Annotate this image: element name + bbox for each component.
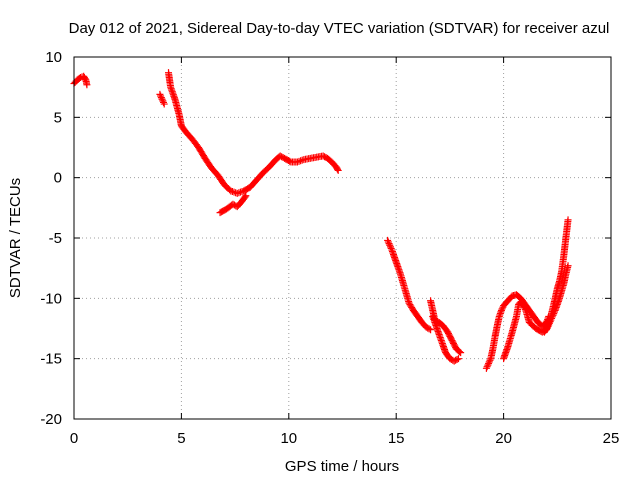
data-point <box>387 244 395 252</box>
data-point <box>293 158 301 166</box>
data-point <box>228 188 236 196</box>
data-point <box>456 348 464 356</box>
data-point <box>156 90 164 98</box>
data-point <box>160 100 168 108</box>
data-point <box>83 81 91 89</box>
x-tick-label: 25 <box>603 430 620 447</box>
y-tick-label: -15 <box>40 351 62 368</box>
x-axis-label: GPS time / hours <box>285 458 399 475</box>
data-point <box>295 157 303 165</box>
data-point <box>158 95 166 103</box>
grid-lines <box>74 57 611 419</box>
data-point <box>497 306 505 314</box>
axis-ticks <box>73 56 612 420</box>
y-tick-label: -5 <box>49 230 62 247</box>
data-point <box>425 325 433 333</box>
x-tick-label: 20 <box>495 430 512 447</box>
y-tick-label: -10 <box>40 290 62 307</box>
data-point <box>159 97 167 105</box>
data-point <box>564 216 572 224</box>
data-point <box>297 157 305 165</box>
data-point <box>233 189 241 197</box>
data-point <box>227 187 235 195</box>
x-tick-label: 10 <box>280 430 297 447</box>
data-point <box>486 356 494 364</box>
y-axis-label: SDTVAR / TECUs <box>7 178 24 298</box>
x-tick-label: 5 <box>177 430 185 447</box>
data-point <box>160 98 167 106</box>
data-point <box>386 241 394 249</box>
data-point <box>564 262 572 270</box>
data-point <box>157 94 165 102</box>
data-point <box>427 326 435 334</box>
data-point <box>483 363 491 371</box>
data-point <box>457 349 465 357</box>
data-point <box>230 188 238 196</box>
data-points <box>70 69 572 372</box>
data-point <box>485 359 493 367</box>
data-point <box>157 92 165 100</box>
data-point <box>384 238 392 246</box>
data-point <box>482 364 490 372</box>
data-point <box>384 236 392 244</box>
tick-labels: 0 5 10 15 20 25 -20 -15 -10 -5 0 5 10 <box>40 49 619 447</box>
data-point <box>333 165 341 173</box>
x-tick-label: 15 <box>388 430 405 447</box>
chart-title: Day 012 of 2021, Sidereal Day-to-day VTE… <box>69 20 610 37</box>
y-tick-label: 10 <box>45 49 62 66</box>
data-point <box>236 188 244 196</box>
data-point <box>235 189 243 197</box>
data-point <box>498 305 506 313</box>
y-tick-label: -20 <box>40 411 62 428</box>
data-point <box>242 192 250 200</box>
y-tick-label: 5 <box>54 109 62 126</box>
x-tick-label: 0 <box>70 430 78 447</box>
data-point <box>334 166 342 174</box>
data-point <box>454 355 462 363</box>
data-point <box>385 240 393 248</box>
y-tick-label: 0 <box>54 170 62 187</box>
data-point <box>298 156 306 164</box>
data-point <box>485 358 493 366</box>
data-point <box>453 355 461 363</box>
data-point <box>484 361 492 369</box>
data-point <box>386 243 394 251</box>
data-point <box>241 193 249 201</box>
